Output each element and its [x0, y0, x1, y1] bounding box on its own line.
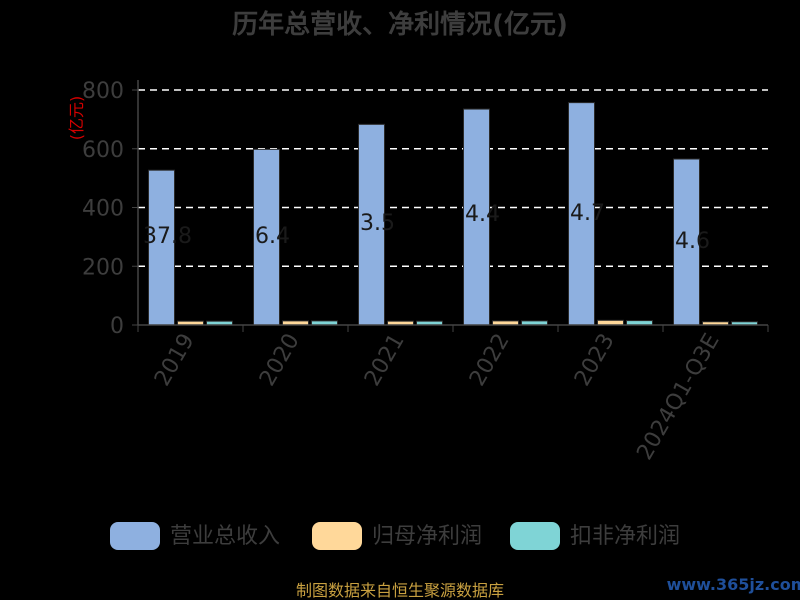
chart-title: 历年总营收、净利情况(亿元) [232, 9, 568, 40]
legend: 营业总收入 归母净利润 扣非净利润 [110, 522, 680, 550]
x-tick-label: 2021 [360, 330, 410, 391]
gridlines [138, 89, 768, 267]
bar-revenue [253, 148, 280, 326]
bar-labels: 37.8 6.4 3.5 4.4 4.7 4.6 [143, 201, 710, 254]
legend-swatch [312, 522, 362, 550]
y-axis-ticks: 0 200 400 600 800 [82, 79, 138, 339]
x-tick-label: 2022 [465, 330, 515, 391]
y-tick-label: 400 [82, 197, 124, 222]
y-tick-label: 600 [82, 138, 124, 163]
x-tick-label: 2024Q1-Q3E [632, 330, 724, 465]
legend-label: 营业总收入 [170, 524, 280, 549]
bars [148, 102, 758, 326]
y-tick-label: 0 [110, 314, 124, 339]
bar-revenue [463, 108, 490, 326]
legend-label: 扣非净利润 [570, 524, 680, 549]
bar-data-label: 3.5 [360, 211, 395, 236]
x-tick-label: 2019 [150, 330, 200, 391]
source-note: 制图数据来自恒生聚源数据库 [296, 581, 504, 600]
bar-revenue [148, 169, 175, 326]
y-tick-label: 800 [82, 79, 124, 104]
watermark: www.365jz.com [667, 575, 800, 594]
legend-swatch [110, 522, 160, 550]
x-axis-ticks: 2019 2020 2021 2022 2023 2024Q1-Q3E [137, 325, 769, 465]
bar-data-label: 4.4 [465, 202, 500, 227]
bar-data-label: 4.7 [570, 201, 605, 226]
y-tick-label: 200 [82, 255, 124, 280]
bar-data-label: 37.8 [143, 224, 192, 249]
x-tick-label: 2023 [570, 330, 620, 391]
legend-label: 归母净利润 [372, 524, 482, 549]
bar-data-label: 4.6 [675, 229, 710, 254]
bar-data-label: 6.4 [255, 224, 290, 249]
x-tick-label: 2020 [255, 330, 305, 391]
legend-swatch [510, 522, 560, 550]
y-axis-label: (亿元) [67, 96, 86, 141]
bar-revenue [358, 123, 385, 326]
bar-revenue [568, 102, 595, 326]
